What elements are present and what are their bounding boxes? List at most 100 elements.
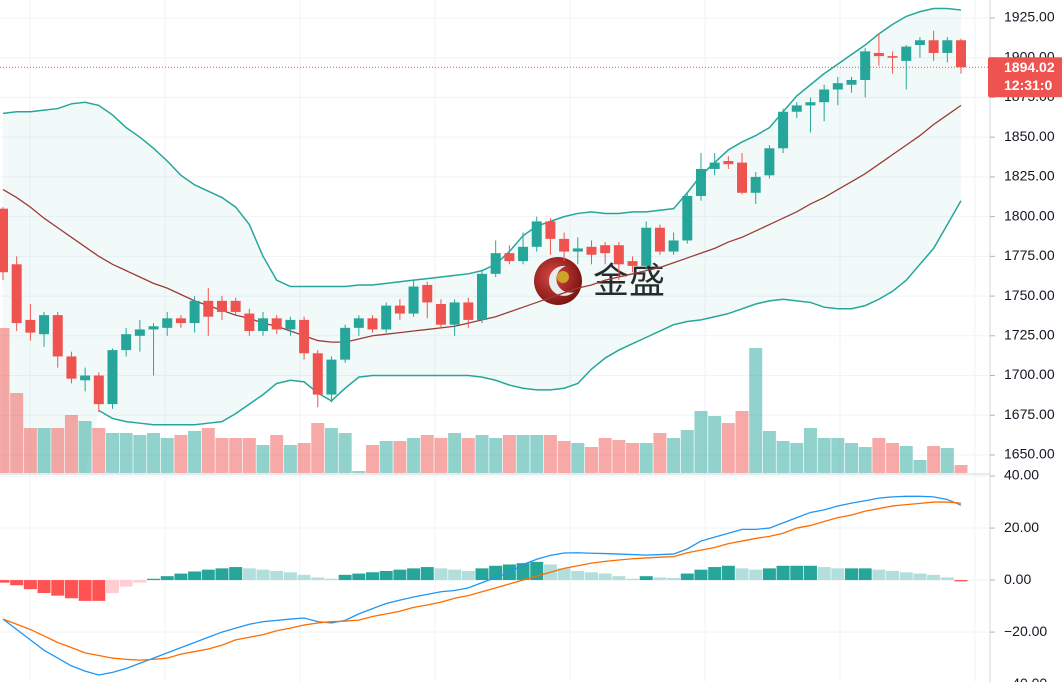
candle-body bbox=[148, 326, 159, 330]
volume-bar bbox=[10, 393, 24, 473]
candle-body bbox=[860, 51, 871, 80]
histogram-bar bbox=[242, 568, 256, 581]
volume-bar bbox=[598, 438, 612, 473]
volume-bar bbox=[489, 438, 503, 473]
candle-body bbox=[312, 353, 323, 395]
volume-bar bbox=[64, 415, 78, 473]
candle-body bbox=[175, 318, 186, 324]
y-tick-label: −40.00 bbox=[1004, 675, 1047, 682]
volume-bar bbox=[338, 433, 352, 473]
volume-bar bbox=[721, 423, 735, 473]
histogram-bar bbox=[133, 580, 147, 583]
histogram-bar bbox=[461, 570, 475, 581]
volume-bar bbox=[886, 443, 900, 473]
candle-body bbox=[463, 302, 474, 320]
histogram-bar bbox=[557, 568, 571, 581]
candle-body bbox=[326, 359, 337, 395]
candle-body bbox=[107, 350, 118, 405]
watermark: 金盛 bbox=[534, 257, 665, 305]
histogram-bar bbox=[845, 568, 859, 581]
candle-body bbox=[531, 221, 542, 247]
candle-body bbox=[244, 313, 255, 332]
volume-bar bbox=[229, 438, 243, 473]
band-fill bbox=[3, 8, 961, 474]
histogram-bar bbox=[667, 577, 681, 581]
candle-body bbox=[353, 318, 364, 328]
histogram-bar bbox=[0, 580, 10, 583]
histogram-bar bbox=[434, 568, 448, 581]
y-tick-label: 1700.00 bbox=[1004, 366, 1055, 382]
candle-body bbox=[422, 284, 433, 303]
histogram-bar bbox=[78, 580, 92, 601]
histogram-bar bbox=[612, 576, 626, 581]
volume-bar bbox=[831, 438, 845, 473]
y-tick-label: 1800.00 bbox=[1004, 207, 1055, 223]
volume-bar bbox=[37, 428, 51, 473]
histogram-bar bbox=[721, 565, 735, 581]
volume-bar bbox=[270, 435, 284, 473]
volume-bar bbox=[584, 447, 598, 473]
countdown: 12:31:0 bbox=[1004, 77, 1052, 93]
volume-bar bbox=[407, 438, 421, 473]
volume-bar bbox=[297, 443, 311, 473]
candle-body bbox=[668, 240, 679, 252]
candle-body bbox=[750, 176, 761, 193]
histogram-bar bbox=[735, 568, 749, 581]
candle-body bbox=[709, 162, 720, 169]
histogram-bar bbox=[598, 573, 612, 581]
candle-body bbox=[381, 305, 392, 330]
candle-body bbox=[52, 315, 63, 357]
y-tick-label: 1650.00 bbox=[1004, 446, 1055, 462]
candle-body bbox=[93, 375, 104, 405]
volume-bar bbox=[324, 428, 338, 473]
volume-bar bbox=[215, 438, 229, 473]
histogram-bar bbox=[790, 565, 804, 581]
volume-bar bbox=[311, 423, 325, 473]
volume-bar bbox=[475, 435, 489, 473]
volume-bar bbox=[174, 435, 188, 473]
macd-pane bbox=[0, 495, 968, 676]
volume-bar bbox=[379, 441, 393, 473]
volume-bar bbox=[188, 431, 202, 473]
histogram-bar bbox=[215, 568, 229, 581]
y-tick-label: 1775.00 bbox=[1004, 247, 1055, 263]
volume-bar bbox=[283, 445, 297, 473]
histogram-bar bbox=[352, 573, 366, 581]
volume-bar bbox=[393, 441, 407, 473]
volume-bar bbox=[160, 438, 174, 473]
volume-bar bbox=[762, 431, 776, 473]
volume-bar bbox=[434, 438, 448, 473]
histogram-bar bbox=[270, 570, 284, 581]
histogram-bar bbox=[749, 569, 763, 581]
volume-bar bbox=[366, 445, 380, 473]
volume-bar bbox=[954, 465, 968, 473]
volume-bar bbox=[201, 428, 215, 473]
candle-body bbox=[956, 40, 966, 68]
histogram-bar bbox=[653, 577, 667, 581]
histogram-bar bbox=[174, 573, 188, 581]
volume-bar bbox=[543, 435, 557, 473]
candle-body bbox=[805, 102, 816, 106]
histogram-bar bbox=[954, 580, 968, 582]
volume-bar bbox=[0, 328, 10, 473]
histogram-bar bbox=[817, 567, 831, 581]
volume-bar bbox=[667, 438, 681, 473]
histogram-bar bbox=[584, 572, 598, 581]
logo-swoosh bbox=[548, 265, 574, 296]
candle-body bbox=[723, 161, 734, 165]
volume-bar bbox=[23, 428, 37, 473]
volume-bar bbox=[461, 438, 475, 473]
signal-line bbox=[2, 501, 962, 661]
histogram-bar bbox=[858, 568, 872, 581]
candle-body bbox=[203, 300, 214, 317]
candle-body bbox=[134, 329, 145, 336]
candle-body bbox=[682, 195, 693, 241]
candle-body bbox=[764, 148, 775, 176]
candle-body bbox=[846, 79, 857, 85]
volume-bar bbox=[790, 443, 804, 473]
candle-body bbox=[435, 304, 446, 325]
histogram-bar bbox=[283, 572, 297, 581]
histogram-bar bbox=[311, 577, 325, 581]
volume-bar bbox=[557, 441, 571, 473]
volume-bar bbox=[927, 446, 941, 473]
